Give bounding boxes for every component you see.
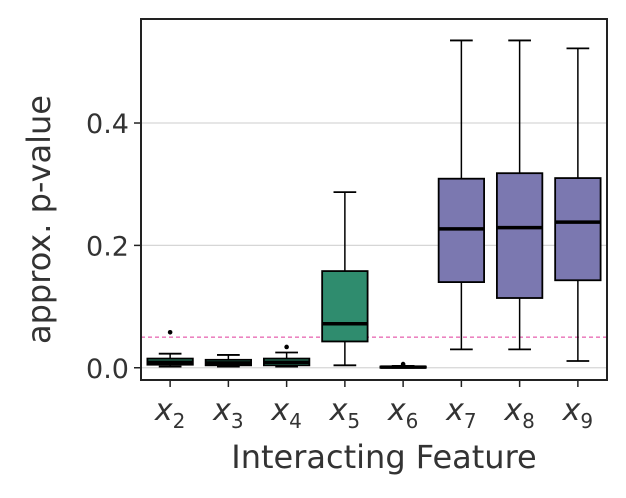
x-tick-label-x7: x7: [445, 393, 477, 433]
box-x6: [379, 361, 427, 369]
x-tick-label-x6: x6: [387, 393, 419, 433]
box-x2: [146, 329, 194, 368]
x-tick-label-x8: x8: [503, 393, 535, 433]
box-x8: [496, 39, 544, 351]
x-tick-subscript: 6: [406, 409, 419, 433]
boxes: [146, 39, 602, 369]
y-axis-title: approx. p-value: [20, 95, 58, 344]
x-tick-subscript: 8: [522, 409, 535, 433]
x-axis-title: Interacting Feature: [231, 438, 536, 476]
x-tick-subscript: 7: [464, 409, 477, 433]
x-tick-label-x9: x9: [562, 393, 594, 433]
box-x9: [554, 47, 602, 362]
y-tick-label: 0.4: [86, 109, 129, 140]
box-x4: [263, 344, 311, 368]
outlier-point: [400, 361, 406, 367]
outlier-point: [167, 329, 173, 335]
x-tick-subscript: 2: [173, 409, 186, 433]
x-tick-subscript: 3: [231, 409, 244, 433]
box-iqr: [496, 172, 544, 299]
box-x5: [321, 191, 369, 367]
y-tick-label: 0.2: [86, 231, 129, 262]
outlier-point: [284, 344, 289, 350]
x-tick-label-x3: x3: [212, 393, 244, 433]
x-tick-label-x4: x4: [270, 393, 302, 433]
y-tick-label: 0.0: [86, 354, 129, 385]
plot-frame: [140, 18, 608, 381]
box-x7: [437, 39, 485, 351]
x-tick-subscript: 9: [580, 409, 593, 433]
x-tick-subscript: 5: [347, 409, 360, 433]
box-x3: [204, 354, 252, 368]
x-tick-label-x5: x5: [329, 393, 361, 433]
x-ticks: x2 x3 x4 x5 x6 x7 x8 x9: [154, 380, 593, 433]
y-ticks: 0.0 0.2 0.4: [86, 109, 141, 385]
x-tick-label-x2: x2: [154, 393, 186, 433]
x-tick-subscript: 4: [289, 409, 302, 433]
box-iqr: [321, 270, 369, 343]
box-iqr: [554, 177, 602, 282]
